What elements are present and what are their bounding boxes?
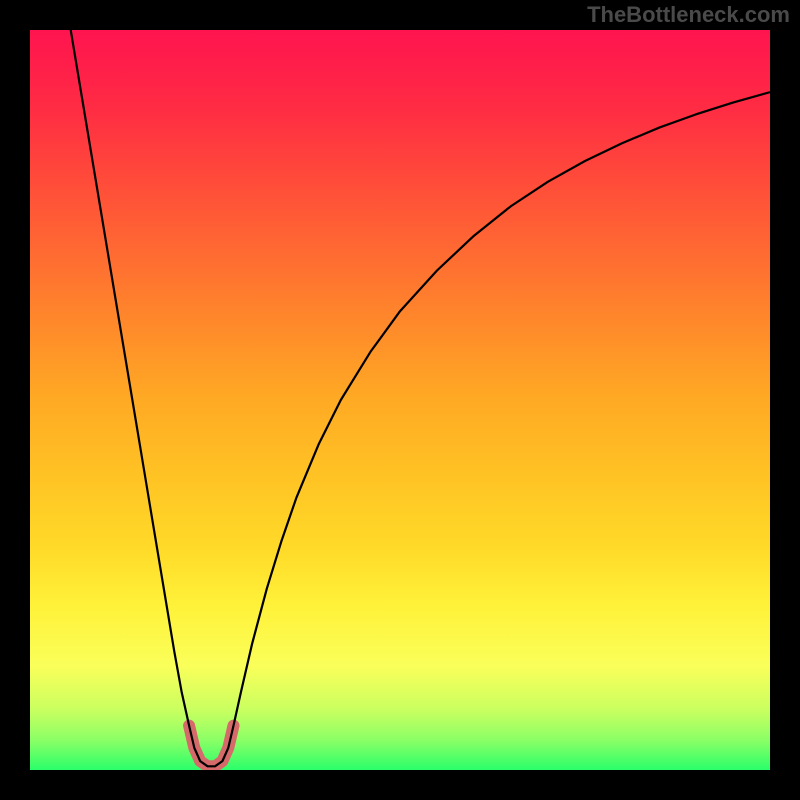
plot-area <box>30 30 770 770</box>
bottleneck-curve-chart <box>30 30 770 770</box>
gradient-background <box>30 30 770 770</box>
watermark-text: TheBottleneck.com <box>587 2 790 28</box>
chart-frame: TheBottleneck.com <box>0 0 800 800</box>
